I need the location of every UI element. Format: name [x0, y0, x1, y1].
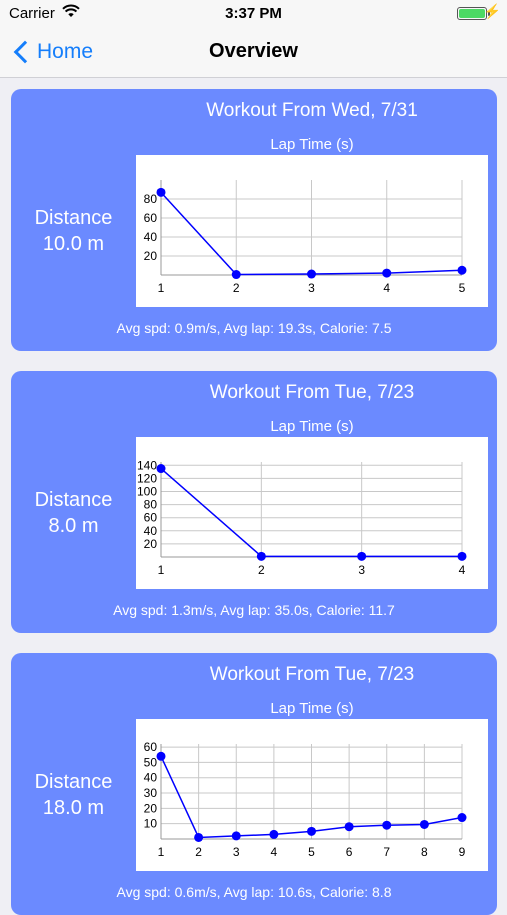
x-tick-label: 2	[195, 845, 202, 859]
charging-icon: ⚡	[483, 3, 501, 19]
x-tick-label: 5	[459, 281, 466, 295]
x-tick-label: 4	[383, 281, 390, 295]
workout-stats: Avg spd: 1.3m/s, Avg lap: 35.0s, Calorie…	[113, 602, 395, 618]
x-tick-label: 5	[308, 845, 315, 859]
x-tick-label: 1	[158, 281, 165, 295]
distance-value: 8.0 m	[48, 515, 99, 537]
distance-label: Distance	[34, 771, 113, 793]
workout-stats: Avg spd: 0.9m/s, Avg lap: 19.3s, Calorie…	[116, 320, 392, 336]
chart-title: Lap Time (s)	[270, 700, 354, 717]
data-point	[307, 826, 316, 836]
y-tick-label: 30	[144, 786, 158, 800]
lap-time-chart: 10 20 30 40 50 60 1 2 3 4 5 6 7 8 9	[136, 719, 488, 871]
workout-title: Workout From Tue, 7/23	[209, 382, 415, 403]
y-tick-label: 60	[144, 511, 158, 525]
data-point	[156, 751, 166, 761]
data-point	[194, 832, 204, 842]
data-point	[382, 268, 392, 278]
workout-stats: Avg spd: 0.6m/s, Avg lap: 10.6s, Calorie…	[116, 884, 392, 900]
y-tick-label: 80	[144, 192, 158, 206]
data-point	[231, 831, 241, 841]
data-point	[357, 551, 367, 561]
y-tick-label: 140	[137, 458, 157, 472]
data-point	[307, 269, 316, 279]
x-tick-label: 7	[383, 845, 390, 859]
y-tick-label: 40	[144, 230, 158, 244]
x-tick-label: 3	[233, 845, 240, 859]
y-tick-label: 10	[144, 817, 158, 831]
distance-value: 10.0 m	[42, 233, 105, 255]
x-tick-label: 1	[158, 563, 165, 577]
x-tick-label: 2	[258, 563, 265, 577]
data-point	[382, 820, 392, 830]
data-point	[344, 822, 354, 832]
navigation-bar: Home Overview	[0, 28, 507, 78]
distance-summary: Distance 18.0 m	[11, 769, 136, 821]
y-tick-label: 60	[144, 211, 158, 225]
x-tick-label: 4	[459, 563, 466, 577]
y-tick-label: 100	[137, 484, 157, 498]
status-bar: Carrier 3:37 PM ⚡	[0, 0, 507, 28]
x-tick-label: 2	[233, 281, 240, 295]
x-tick-label: 3	[308, 281, 315, 295]
battery-icon	[457, 7, 490, 20]
back-button-label: Home	[37, 40, 94, 63]
chart-title: Lap Time (s)	[270, 418, 354, 435]
data-point	[256, 551, 266, 561]
y-tick-label: 20	[144, 801, 158, 815]
data-point	[419, 819, 429, 829]
x-tick-label: 9	[459, 845, 466, 859]
data-point	[156, 187, 166, 197]
carrier-label: Carrier	[9, 5, 55, 22]
workout-card[interactable]: Workout From Tue, 7/23 Distance 18.0 m L…	[11, 653, 497, 915]
x-tick-label: 8	[421, 845, 428, 859]
y-tick-label: 80	[144, 498, 158, 512]
distance-label: Distance	[34, 489, 113, 511]
x-tick-label: 4	[271, 845, 278, 859]
distance-summary: Distance 10.0 m	[11, 205, 136, 257]
lap-time-chart: 20 40 60 80 1 2 3 4 5	[136, 155, 488, 307]
workout-card[interactable]: Workout From Wed, 7/31 Distance 10.0 m L…	[11, 89, 497, 351]
series-line	[160, 467, 462, 558]
data-point	[457, 265, 467, 275]
data-point	[457, 551, 467, 561]
distance-value: 18.0 m	[42, 797, 105, 819]
wifi-icon	[62, 4, 80, 22]
data-point	[156, 464, 166, 474]
y-tick-label: 50	[144, 755, 158, 769]
lap-time-chart: 20 40 60 80 100 120 140 1 2 3 4	[136, 437, 488, 589]
clock: 3:37 PM	[225, 5, 282, 22]
lap-time-chart-svg: 20 40 60 80 1 2 3 4 5	[144, 180, 467, 295]
y-tick-label: 120	[137, 471, 157, 485]
y-tick-label: 20	[144, 537, 158, 551]
workout-title: Workout From Tue, 7/23	[209, 664, 415, 685]
x-tick-label: 6	[346, 845, 353, 859]
chart-title: Lap Time (s)	[270, 136, 354, 153]
page-title: Overview	[209, 40, 298, 62]
workout-title: Workout From Wed, 7/31	[206, 100, 418, 121]
data-point	[269, 829, 279, 839]
x-tick-label: 1	[158, 845, 165, 859]
distance-label: Distance	[34, 207, 113, 229]
y-tick-label: 40	[144, 524, 158, 538]
y-tick-label: 20	[144, 249, 158, 263]
x-tick-label: 3	[358, 563, 365, 577]
workout-card[interactable]: Workout From Tue, 7/23 Distance 8.0 m La…	[11, 371, 497, 633]
y-tick-label: 60	[144, 740, 158, 754]
distance-summary: Distance 8.0 m	[11, 487, 136, 539]
data-point	[457, 813, 467, 823]
y-tick-label: 40	[144, 771, 158, 785]
data-point	[231, 270, 241, 280]
